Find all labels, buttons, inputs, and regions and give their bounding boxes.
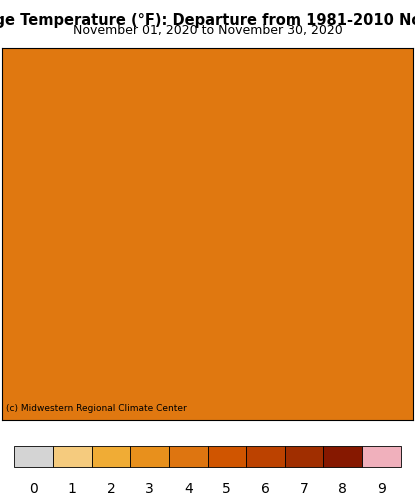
Bar [323, 446, 362, 468]
Text: 2: 2 [107, 482, 115, 496]
Bar [15, 446, 53, 468]
Bar [285, 446, 323, 468]
Bar [130, 446, 169, 468]
Text: 9: 9 [377, 482, 386, 496]
Text: 1: 1 [68, 482, 77, 496]
Bar [208, 446, 246, 468]
Text: (c) Midwestern Regional Climate Center: (c) Midwestern Regional Climate Center [6, 404, 187, 413]
Bar [246, 446, 285, 468]
Bar [169, 446, 208, 468]
Text: November 01, 2020 to November 30, 2020: November 01, 2020 to November 30, 2020 [73, 24, 342, 37]
Text: 3: 3 [145, 482, 154, 496]
Text: 7: 7 [300, 482, 308, 496]
Bar [362, 446, 400, 468]
Text: Average Temperature (°F): Departure from 1981-2010 Normals: Average Temperature (°F): Departure from… [0, 12, 415, 28]
Text: 4: 4 [184, 482, 193, 496]
Bar [92, 446, 130, 468]
Text: 0: 0 [29, 482, 38, 496]
Bar [53, 446, 92, 468]
Text: 8: 8 [338, 482, 347, 496]
Text: 5: 5 [222, 482, 231, 496]
Text: 6: 6 [261, 482, 270, 496]
